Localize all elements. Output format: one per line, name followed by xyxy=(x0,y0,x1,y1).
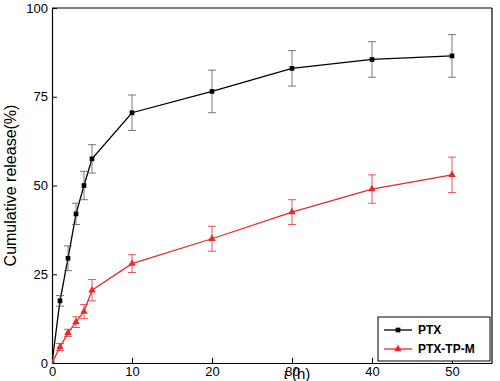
error-bar xyxy=(448,35,456,78)
tick-label: 25 xyxy=(34,267,48,282)
tick-mark xyxy=(52,186,57,187)
error-bar xyxy=(80,304,88,318)
marker xyxy=(56,343,63,349)
frame xyxy=(52,7,492,8)
error-bar xyxy=(128,255,136,273)
error-bar xyxy=(64,246,72,271)
tick-mark xyxy=(292,358,293,363)
series xyxy=(52,35,456,363)
error-bar xyxy=(288,200,296,225)
marker xyxy=(130,110,135,115)
error-bar xyxy=(72,317,80,328)
legend-marker xyxy=(396,328,401,333)
error-bar xyxy=(64,329,72,336)
legend-label: PTX-TP-M xyxy=(418,342,475,356)
tick-label: 75 xyxy=(34,89,48,104)
marker xyxy=(450,54,455,59)
tick-label: 100 xyxy=(26,1,48,16)
tick-mark xyxy=(212,358,213,363)
marker xyxy=(448,171,455,177)
error-bar xyxy=(368,175,376,203)
marker xyxy=(128,259,135,265)
tick-label: 50 xyxy=(445,364,459,379)
y-axis: 0 25 50 75 100 xyxy=(26,1,57,371)
error-bar xyxy=(128,95,136,131)
tick: 0 xyxy=(49,358,56,379)
marker xyxy=(80,307,87,313)
legend-label: PTX xyxy=(418,323,441,337)
tick-label: 20 xyxy=(205,364,219,379)
marker xyxy=(64,329,71,335)
tick-mark xyxy=(52,97,57,98)
tick-mark xyxy=(52,274,57,275)
error-bar xyxy=(368,42,376,78)
marker xyxy=(88,286,95,292)
marker xyxy=(58,299,63,304)
error-bar xyxy=(72,203,80,224)
tick-label: 0 xyxy=(41,356,48,371)
y-axis-title: Cumulative release(%) xyxy=(2,105,19,267)
error-bar xyxy=(208,226,216,251)
error-bar xyxy=(88,280,96,301)
chart: 010203040500255075100t (h)Cumulative rel… xyxy=(0,0,500,381)
marker xyxy=(66,256,71,261)
marker xyxy=(72,318,79,324)
marker xyxy=(210,89,215,94)
frame xyxy=(491,8,492,363)
legend-frame xyxy=(378,317,490,361)
tick: 10 xyxy=(125,358,139,379)
tick-mark xyxy=(372,358,373,363)
error-bar xyxy=(208,70,216,113)
plot-area xyxy=(52,35,456,363)
marker xyxy=(368,185,375,191)
error-bar xyxy=(88,145,96,173)
tick-mark xyxy=(132,358,133,363)
tick: 20 xyxy=(205,358,219,379)
marker xyxy=(74,212,79,217)
error-bar xyxy=(288,51,296,87)
error-bar xyxy=(56,296,64,307)
marker xyxy=(208,234,215,240)
tick-label: 40 xyxy=(365,364,379,379)
axis-line xyxy=(53,363,493,364)
marker xyxy=(52,359,56,363)
tick-label: 10 xyxy=(125,364,139,379)
legend: PTX PTX-TP-M xyxy=(378,317,490,361)
marker xyxy=(288,208,295,214)
tick: 75 xyxy=(34,89,57,104)
error-bar xyxy=(80,171,88,199)
x-axis-title: t (h) xyxy=(284,365,311,381)
tick-mark xyxy=(52,363,57,364)
marker xyxy=(370,57,375,62)
error-bar xyxy=(56,343,64,350)
legend-marker xyxy=(394,345,401,351)
tick: 25 xyxy=(34,267,57,282)
marker xyxy=(290,66,295,71)
marker xyxy=(90,157,95,162)
marker xyxy=(82,183,87,188)
tick: 50 xyxy=(34,178,57,193)
tick-label: 50 xyxy=(34,178,48,193)
tick-label: 0 xyxy=(49,364,56,379)
error-bar xyxy=(448,157,456,193)
